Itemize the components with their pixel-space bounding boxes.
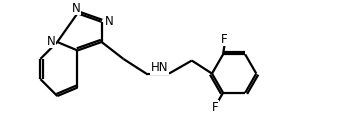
Text: HN: HN: [150, 61, 168, 74]
Text: F: F: [212, 101, 219, 114]
Text: N: N: [104, 15, 113, 28]
Text: N: N: [47, 35, 56, 48]
Text: N: N: [72, 2, 81, 15]
Text: F: F: [221, 33, 228, 46]
